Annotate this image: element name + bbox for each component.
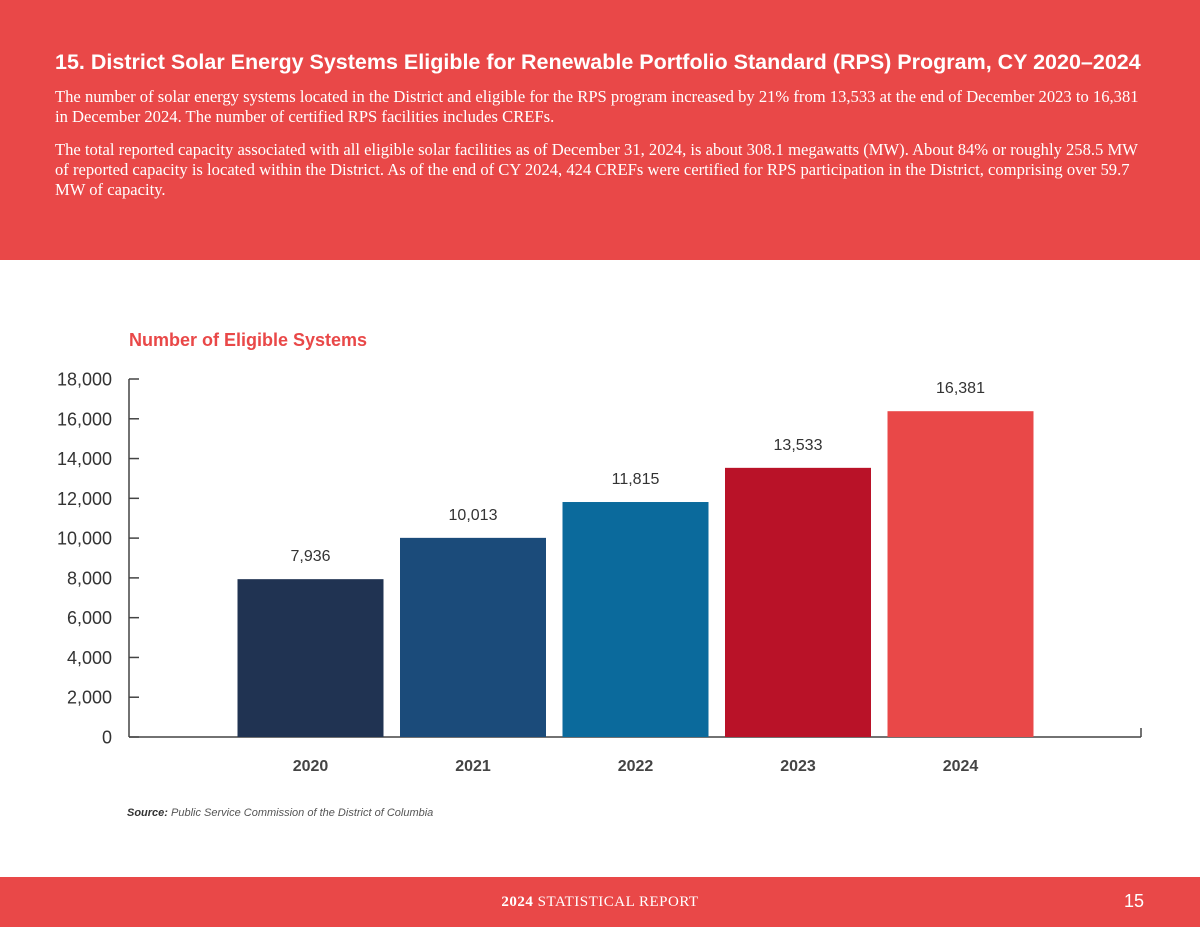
y-tick-label: 12,000 — [57, 489, 112, 509]
y-tick-label: 16,000 — [57, 409, 112, 429]
x-tick-label-2021: 2021 — [455, 758, 491, 775]
bar-2023 — [725, 467, 871, 737]
footer-report-year: 2024 — [501, 894, 534, 910]
source-label: Source: — [127, 807, 168, 819]
y-tick-label: 14,000 — [57, 449, 112, 469]
x-tick-label-2023: 2023 — [780, 758, 816, 775]
intro-paragraph-1: The number of solar energy systems locat… — [55, 87, 1139, 126]
intro-paragraph-2: The total reported capacity associated w… — [55, 140, 1138, 199]
y-tick-label: 10,000 — [57, 529, 112, 549]
footer-report-label: STATISTICAL REPORT — [537, 894, 699, 910]
x-tick-label-2024: 2024 — [943, 758, 979, 775]
y-tick-label: 6,000 — [67, 608, 112, 628]
bar-2021 — [400, 537, 546, 737]
page-title: 15. District Solar Energy Systems Eligib… — [55, 50, 1141, 74]
footer-bar: 2024 STATISTICAL REPORT 15 — [0, 877, 1200, 927]
chart-title: Number of Eligible Systems — [129, 330, 368, 350]
header-banner: 15. District Solar Energy Systems Eligib… — [0, 0, 1200, 260]
source-text: Public Service Commission of the Distric… — [171, 807, 434, 819]
bar-chart: 0 2,000 4,000 6,000 8,000 10,000 12,000 14,000 1… — [57, 370, 1142, 775]
bar-2024 — [887, 411, 1034, 737]
footer-report-title: 2024 STATISTICAL REPORT — [0, 894, 1200, 911]
y-tick-label: 18,000 — [57, 370, 112, 390]
y-tick-label: 4,000 — [67, 648, 112, 668]
bar-2022 — [562, 502, 709, 737]
data-label-2023: 13,533 — [774, 437, 823, 454]
data-label-2021: 10,013 — [449, 507, 498, 524]
x-tick-label-2020: 2020 — [293, 758, 329, 775]
y-tick-label: 0 — [102, 728, 112, 748]
data-label-2024: 16,381 — [936, 380, 985, 397]
data-label-2022: 11,815 — [612, 471, 660, 488]
bar-2020 — [237, 579, 384, 737]
page-number: 15 — [1123, 891, 1144, 911]
data-label-2020: 7,936 — [290, 548, 330, 565]
x-tick-label-2022: 2022 — [618, 758, 654, 775]
source-note: Source: Public Service Commission of the… — [127, 807, 433, 819]
y-tick-label: 8,000 — [67, 568, 112, 588]
y-tick-label: 2,000 — [67, 688, 112, 708]
